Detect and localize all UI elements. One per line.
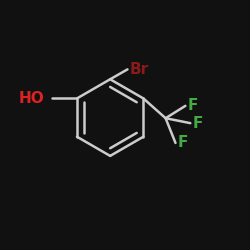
Text: Br: Br (130, 62, 149, 77)
Text: F: F (193, 116, 203, 131)
Text: F: F (188, 98, 198, 113)
Text: HO: HO (19, 91, 45, 106)
Text: F: F (178, 136, 188, 150)
